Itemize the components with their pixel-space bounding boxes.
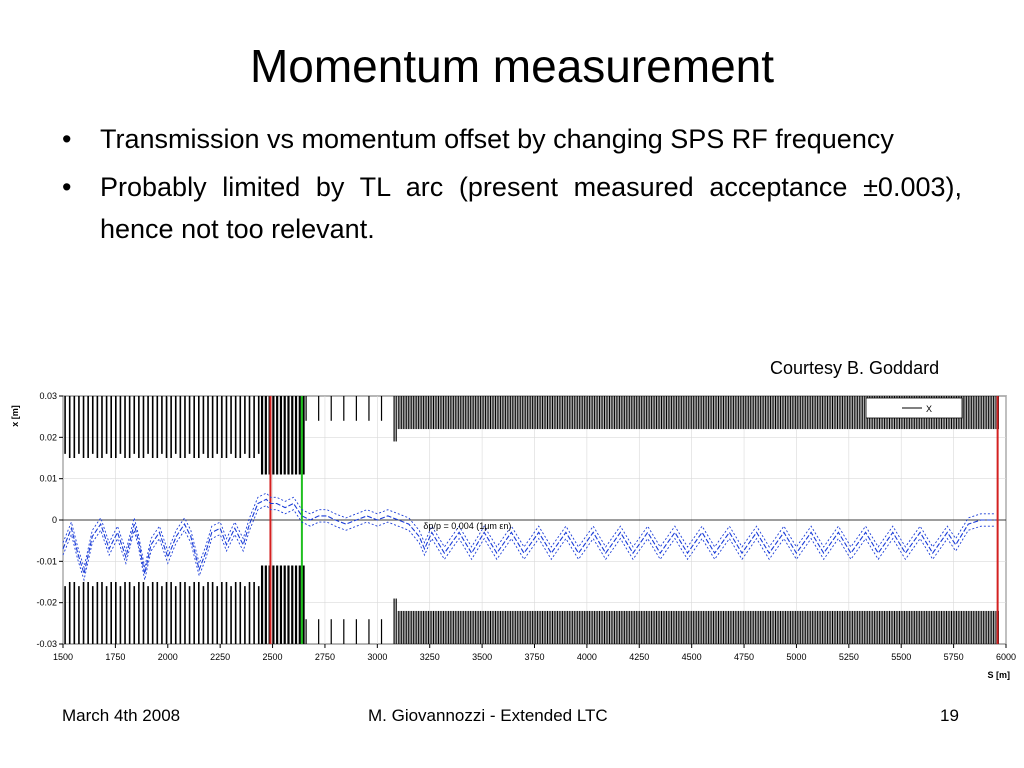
y-tick-label: 0.03 — [39, 391, 57, 401]
x-axis-title: S [m] — [988, 670, 1011, 680]
legend-label: X — [926, 404, 932, 414]
x-tick-label: 5750 — [944, 652, 964, 662]
y-tick-label: -0.02 — [36, 598, 57, 608]
x-tick-label: 2750 — [315, 652, 335, 662]
slide-title: Momentum measurement — [249, 40, 775, 92]
bullet-list: • Transmission vs momentum offset by cha… — [62, 118, 962, 256]
x-tick-label: 5500 — [891, 652, 911, 662]
x-tick-label: 4250 — [629, 652, 649, 662]
x-tick-label: 3250 — [420, 652, 440, 662]
bullet-symbol: • — [62, 172, 72, 202]
y-tick-label: -0.01 — [36, 556, 57, 566]
x-tick-label: 1750 — [105, 652, 125, 662]
y-tick-label: 0 — [52, 515, 57, 525]
footer-page-number: 19 — [940, 706, 959, 725]
bullet-item: • Probably limited by TL arc (present me… — [62, 166, 962, 250]
x-tick-label: 1500 — [53, 652, 73, 662]
footer-date: March 4th 2008 — [62, 706, 181, 725]
orbit-chart: 1500 1750 2000 2250 2500 2750 3000 3250 3500 3750… — [10, 391, 1016, 680]
y-tick-label: -0.03 — [36, 639, 57, 649]
x-tick-label: 2000 — [158, 652, 178, 662]
series-line — [62, 498, 996, 576]
x-tick-label: 3000 — [367, 652, 387, 662]
chart-annotation: δp/p = 0.004 (1μm εn) — [423, 521, 511, 531]
y-axis-title: x [m] — [10, 405, 20, 427]
x-tick-label: 3500 — [472, 652, 492, 662]
x-tick-label: 5000 — [786, 652, 806, 662]
bullet-symbol: • — [62, 124, 72, 154]
x-tick-label: 2250 — [210, 652, 230, 662]
y-tick-label: 0.02 — [39, 432, 57, 442]
x-tick-label: 4750 — [734, 652, 754, 662]
x-tick-label: 5250 — [839, 652, 859, 662]
bullet-text: Transmission vs momentum offset by chang… — [100, 124, 894, 154]
bullet-item: • Transmission vs momentum offset by cha… — [62, 118, 962, 160]
x-tick-label: 4000 — [577, 652, 597, 662]
bullet-text: Probably limited by TL arc (present meas… — [100, 172, 962, 244]
x-tick-label: 6000 — [996, 652, 1016, 662]
courtesy-note: Courtesy B. Goddard — [770, 358, 940, 378]
x-tick-label: 3750 — [524, 652, 544, 662]
y-tick-label: 0.01 — [39, 474, 57, 484]
x-tick-label: 4500 — [682, 652, 702, 662]
x-tick-label: 2500 — [263, 652, 283, 662]
footer-author: M. Giovannozzi - Extended LTC — [368, 706, 608, 725]
